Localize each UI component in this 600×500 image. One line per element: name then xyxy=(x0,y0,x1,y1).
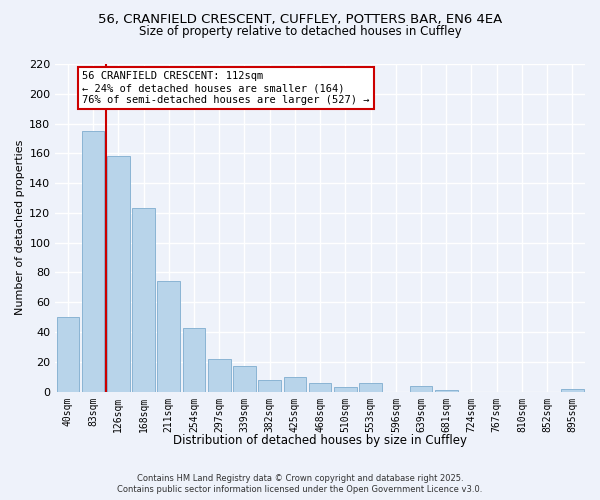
Bar xyxy=(208,359,230,392)
Bar xyxy=(334,387,357,392)
Bar xyxy=(359,382,382,392)
Bar xyxy=(284,376,306,392)
Bar xyxy=(107,156,130,392)
X-axis label: Distribution of detached houses by size in Cuffley: Distribution of detached houses by size … xyxy=(173,434,467,448)
Bar xyxy=(157,282,180,392)
Bar xyxy=(309,382,331,392)
Text: 56 CRANFIELD CRESCENT: 112sqm
← 24% of detached houses are smaller (164)
76% of : 56 CRANFIELD CRESCENT: 112sqm ← 24% of d… xyxy=(82,72,370,104)
Bar xyxy=(82,131,104,392)
Bar xyxy=(259,380,281,392)
Text: Size of property relative to detached houses in Cuffley: Size of property relative to detached ho… xyxy=(139,25,461,38)
Bar xyxy=(132,208,155,392)
Bar xyxy=(233,366,256,392)
Text: 56, CRANFIELD CRESCENT, CUFFLEY, POTTERS BAR, EN6 4EA: 56, CRANFIELD CRESCENT, CUFFLEY, POTTERS… xyxy=(98,12,502,26)
Bar xyxy=(561,388,584,392)
Text: Contains HM Land Registry data © Crown copyright and database right 2025.
Contai: Contains HM Land Registry data © Crown c… xyxy=(118,474,482,494)
Bar xyxy=(435,390,458,392)
Y-axis label: Number of detached properties: Number of detached properties xyxy=(15,140,25,316)
Bar xyxy=(56,317,79,392)
Bar xyxy=(182,328,205,392)
Bar xyxy=(410,386,433,392)
